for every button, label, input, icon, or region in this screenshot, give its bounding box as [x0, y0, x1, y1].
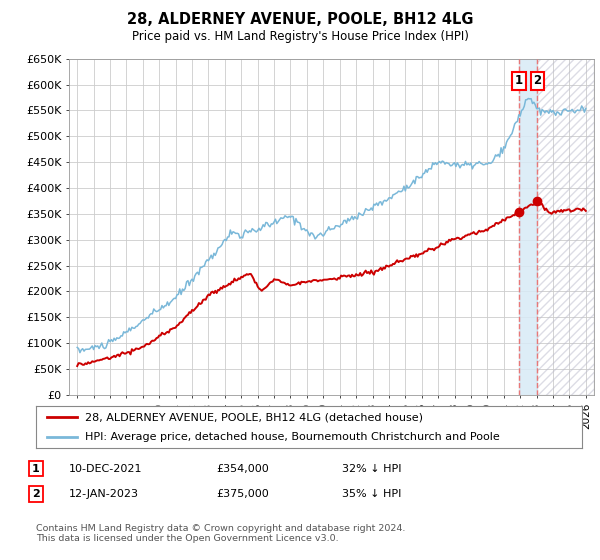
Text: 28, ALDERNEY AVENUE, POOLE, BH12 4LG: 28, ALDERNEY AVENUE, POOLE, BH12 4LG	[127, 12, 473, 27]
Text: £375,000: £375,000	[216, 489, 269, 499]
Bar	[519, 59, 537, 395]
Text: 10-DEC-2021: 10-DEC-2021	[69, 464, 143, 474]
Text: HPI: Average price, detached house, Bournemouth Christchurch and Poole: HPI: Average price, detached house, Bour…	[85, 432, 500, 442]
Text: 1: 1	[515, 74, 523, 87]
Text: 2: 2	[32, 489, 40, 499]
Text: 32% ↓ HPI: 32% ↓ HPI	[342, 464, 401, 474]
Text: Price paid vs. HM Land Registry's House Price Index (HPI): Price paid vs. HM Land Registry's House …	[131, 30, 469, 43]
Text: Contains HM Land Registry data © Crown copyright and database right 2024.
This d: Contains HM Land Registry data © Crown c…	[36, 524, 406, 543]
Text: 35% ↓ HPI: 35% ↓ HPI	[342, 489, 401, 499]
Text: £354,000: £354,000	[216, 464, 269, 474]
Text: 1: 1	[32, 464, 40, 474]
Text: 2: 2	[533, 74, 541, 87]
Text: 28, ALDERNEY AVENUE, POOLE, BH12 4LG (detached house): 28, ALDERNEY AVENUE, POOLE, BH12 4LG (de…	[85, 412, 423, 422]
Text: 12-JAN-2023: 12-JAN-2023	[69, 489, 139, 499]
